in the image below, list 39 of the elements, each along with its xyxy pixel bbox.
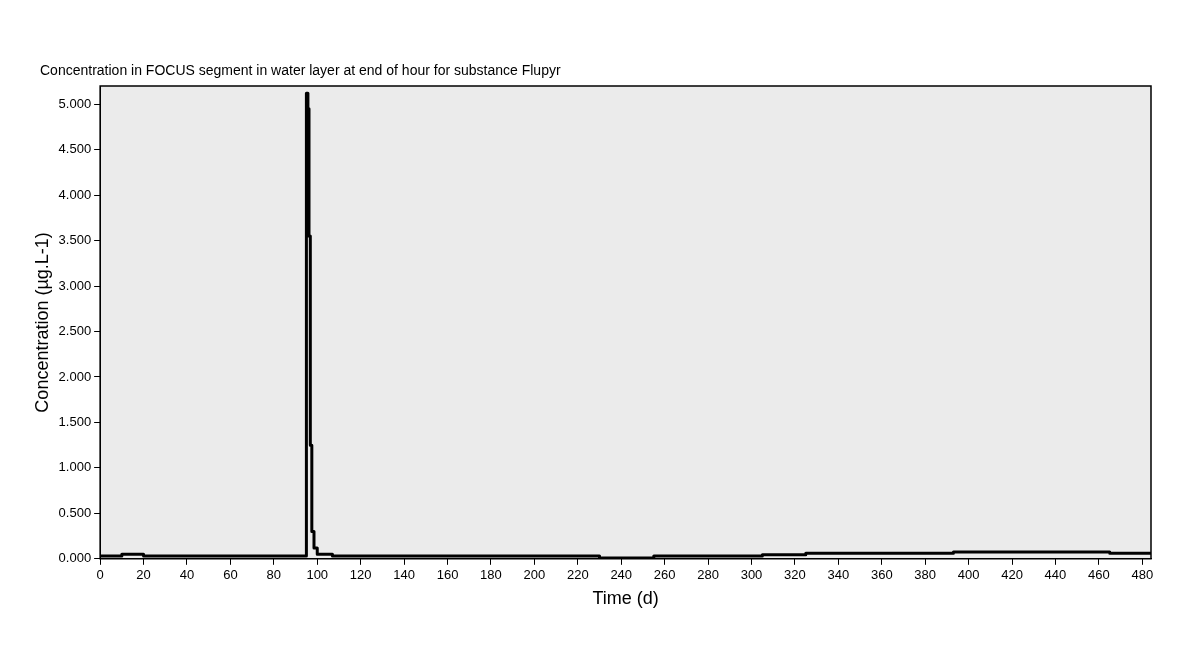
y-tick-label: 1.000 — [58, 459, 92, 475]
x-tick-label: 200 — [523, 567, 546, 583]
x-tick-label: 480 — [1131, 567, 1154, 583]
y-tick-label: 2.500 — [58, 323, 92, 339]
x-tick-label: 20 — [136, 567, 151, 583]
x-tick-label: 220 — [566, 567, 589, 583]
y-tick-label: 5.000 — [58, 95, 92, 111]
y-tick-label: 0.000 — [58, 550, 92, 566]
x-tick-label: 60 — [223, 567, 238, 583]
x-tick-label: 120 — [349, 567, 372, 583]
y-tick-label: 3.000 — [58, 277, 92, 293]
x-axis-title: Time (d) — [592, 588, 659, 609]
x-tick-label: 460 — [1088, 567, 1110, 583]
x-tick-label: 400 — [957, 567, 980, 583]
x-tick-label: 40 — [179, 567, 195, 583]
x-tick-label: 0 — [96, 567, 104, 583]
y-tick-label: 2.000 — [58, 368, 92, 384]
y-axis-title: Concentration (µg.L-1) — [31, 232, 52, 413]
x-tick-label: 420 — [1001, 567, 1023, 583]
x-tick-label: 260 — [653, 567, 676, 583]
x-tick-label: 280 — [697, 567, 719, 583]
y-tick-label: 0.500 — [58, 504, 92, 520]
x-tick-label: 180 — [480, 567, 502, 583]
y-tick-label: 4.500 — [58, 141, 92, 157]
x-tick-label: 360 — [870, 567, 893, 583]
x-tick-label: 380 — [914, 567, 937, 583]
y-tick-label: 3.500 — [58, 232, 92, 248]
x-tick-label: 160 — [436, 567, 459, 583]
x-tick-label: 240 — [610, 567, 633, 583]
x-tick-label: 320 — [784, 567, 806, 583]
x-tick-label: 140 — [393, 567, 415, 583]
y-tick-label: 4.000 — [58, 186, 92, 202]
x-tick-label: 440 — [1044, 567, 1067, 583]
chart-title: Concentration in FOCUS segment in water layer at end of hour for substance Flupyr — [40, 62, 561, 78]
x-tick-label: 340 — [827, 567, 850, 583]
x-tick-label: 100 — [306, 567, 329, 583]
y-tick-label: 1.500 — [58, 413, 92, 429]
x-tick-label: 80 — [266, 567, 282, 583]
x-tick-label: 300 — [740, 567, 763, 583]
